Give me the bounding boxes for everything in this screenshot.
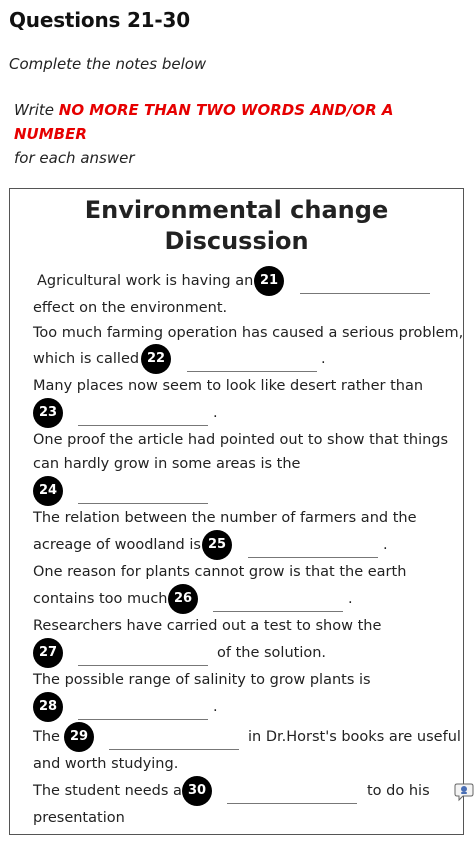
q30-after-line2: presentation	[33, 810, 125, 826]
q25-answer-blank[interactable]	[248, 557, 378, 558]
notes-title: Environmental change Discussion	[10, 195, 463, 257]
q28-intro: The possible range of salinity to grow p…	[33, 672, 371, 688]
q25-after: .	[383, 537, 388, 553]
instruction: Write NO MORE THAN TWO WORDS AND/OR A NU…	[14, 98, 466, 170]
q25-number-badge: 25	[202, 530, 232, 560]
q24-number-badge: 24	[33, 476, 63, 506]
q21-after: effect on the environment.	[33, 300, 228, 316]
q24-answer-blank[interactable]	[78, 503, 208, 504]
q24-intro-line2: can hardly grow in some areas is the	[33, 456, 301, 472]
q26-number-badge: 26	[168, 584, 198, 614]
q29-after-line2: and worth studying.	[33, 756, 179, 772]
q22-answer-blank[interactable]	[187, 371, 317, 372]
q22-number-badge: 22	[141, 344, 171, 374]
q23-number-badge: 23	[33, 398, 63, 428]
q21-number-badge: 21	[254, 266, 284, 296]
q30-answer-blank[interactable]	[227, 803, 357, 804]
q25-intro: The relation between the number of farme…	[33, 510, 417, 526]
q26-before: contains too much	[33, 591, 168, 607]
q30-number-badge: 30	[182, 776, 212, 806]
instruction-emphasis: NO MORE THAN TWO WORDS AND/OR A NUMBER	[14, 101, 394, 143]
subheading: Complete the notes below	[9, 55, 207, 73]
q27-number-badge: 27	[33, 638, 63, 668]
q30-after: to do his	[367, 783, 430, 799]
q21-answer-blank[interactable]	[300, 293, 430, 294]
q29-answer-blank[interactable]	[109, 749, 239, 750]
q29-after: in Dr.Horst's books are useful	[248, 729, 461, 745]
q30-before: The student needs a	[33, 783, 182, 799]
q22-before: which is called	[33, 351, 140, 367]
q29-number-badge: 29	[64, 722, 94, 752]
q23-answer-blank[interactable]	[78, 425, 208, 426]
questions-heading: Questions 21-30	[9, 8, 190, 32]
q26-after: .	[348, 591, 353, 607]
q27-after: of the solution.	[217, 645, 327, 661]
q23-intro: Many places now seem to look like desert…	[33, 378, 424, 394]
q27-intro: Researchers have carried out a test to s…	[33, 618, 382, 634]
q28-after: .	[213, 699, 218, 715]
notes-title-line1: Environmental change	[84, 196, 389, 224]
q26-intro: One reason for plants cannot grow is tha…	[33, 564, 407, 580]
instruction-prefix: Write	[14, 101, 59, 119]
q25-before: acreage of woodland is	[33, 537, 201, 553]
q21-before: Agricultural work is having an	[37, 273, 254, 289]
q22-intro: Too much farming operation has caused a …	[33, 325, 464, 341]
q23-after: .	[213, 405, 218, 421]
q28-number-badge: 28	[33, 692, 63, 722]
q27-answer-blank[interactable]	[78, 665, 208, 666]
instruction-suffix: for each answer	[14, 149, 135, 167]
q26-answer-blank[interactable]	[213, 611, 343, 612]
notes-box: Environmental change Discussion	[9, 188, 464, 835]
q29-before: The	[33, 729, 60, 745]
q24-intro-line1: One proof the article had pointed out to…	[33, 432, 449, 448]
q22-after: .	[321, 351, 326, 367]
chat-bubble-icon[interactable]	[454, 782, 474, 802]
notes-title-line2: Discussion	[164, 227, 309, 255]
q28-answer-blank[interactable]	[78, 719, 208, 720]
